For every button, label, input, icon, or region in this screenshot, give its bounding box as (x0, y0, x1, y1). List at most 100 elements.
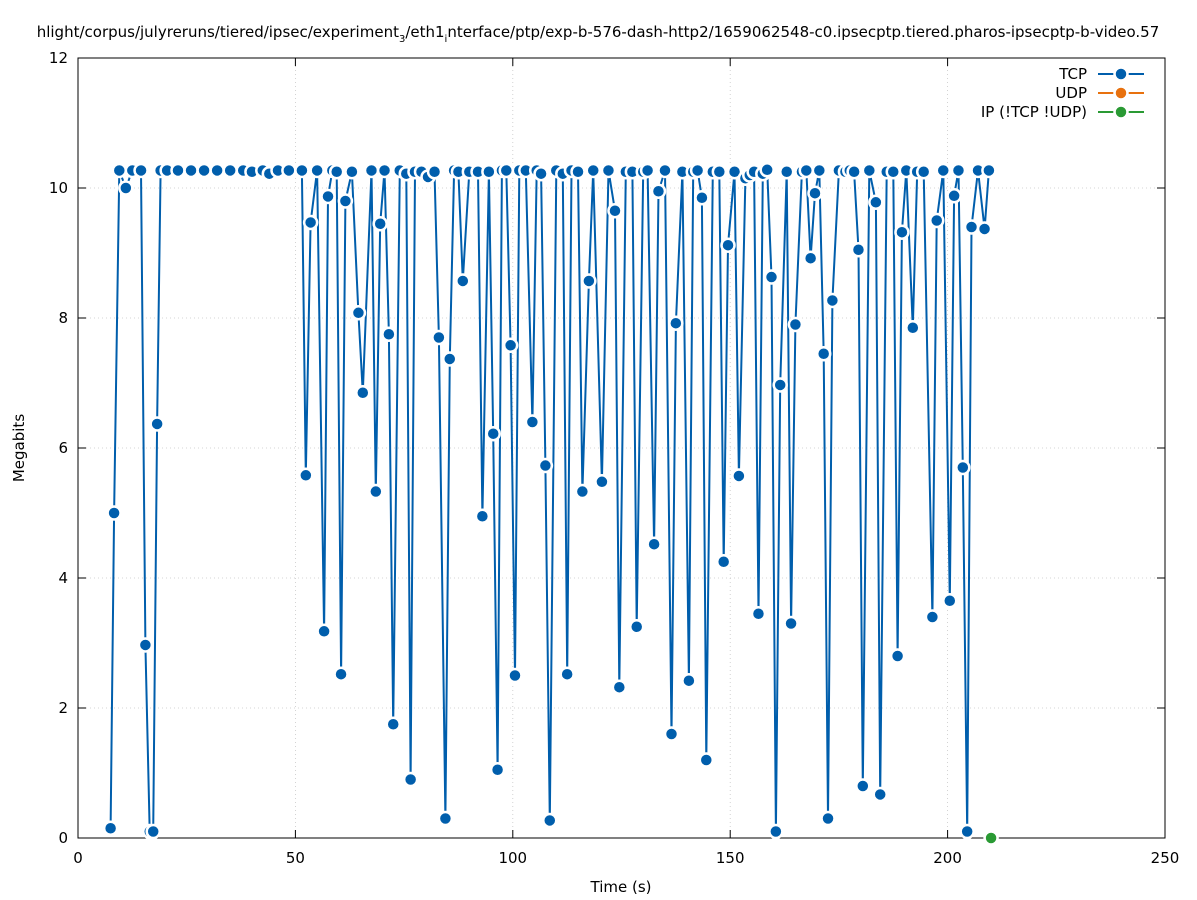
plot-area (102, 162, 999, 846)
data-point (607, 203, 623, 219)
data-point (442, 351, 458, 367)
data-point (137, 637, 154, 653)
data-point (694, 190, 710, 206)
data-point (498, 162, 515, 179)
data-point (981, 162, 997, 179)
data-point (811, 162, 828, 179)
data-point (385, 716, 401, 732)
data-point (657, 162, 673, 179)
data-point (574, 483, 591, 500)
data-point (850, 242, 867, 258)
data-point (905, 320, 921, 336)
data-point (537, 457, 554, 474)
data-point (118, 180, 134, 196)
data-point (668, 315, 684, 331)
data-point (368, 483, 384, 500)
data-point (402, 771, 419, 788)
data-point (431, 329, 447, 346)
data-point (646, 536, 662, 552)
data-point (222, 162, 238, 179)
data-point (309, 162, 325, 179)
data-point (106, 505, 122, 521)
data-point (570, 164, 586, 180)
data-point (778, 164, 795, 180)
x-axis-title: Time (s) (590, 878, 652, 896)
y-tick-label: 8 (58, 309, 68, 327)
data-point (611, 679, 628, 695)
y-tick-label: 12 (49, 49, 68, 67)
data-point (145, 823, 161, 840)
x-tick-label: 50 (286, 849, 305, 867)
legend-label: IP (!TCP !UDP) (981, 103, 1087, 121)
data-point (783, 615, 799, 632)
data-point (149, 416, 165, 432)
data-point (889, 648, 906, 664)
x-tick-label: 200 (933, 849, 962, 867)
data-point (337, 193, 354, 209)
data-point (350, 305, 367, 321)
y-tick-label: 0 (58, 829, 68, 847)
data-point (376, 162, 393, 179)
x-tick-label: 250 (1151, 849, 1180, 867)
data-point (485, 425, 501, 442)
data-point (281, 162, 297, 179)
data-point (372, 216, 388, 232)
data-point (298, 467, 314, 484)
data-point (294, 162, 310, 179)
data-point (963, 219, 980, 235)
data-point (502, 337, 519, 354)
data-point (861, 162, 878, 179)
y-tick-label: 6 (58, 439, 68, 457)
data-point (455, 273, 471, 289)
data-point (381, 326, 397, 342)
data-point (824, 292, 841, 309)
x-tick-label: 150 (716, 849, 745, 867)
data-point (955, 459, 971, 476)
data-point (928, 212, 945, 229)
data-point (355, 385, 371, 401)
data-point (802, 250, 819, 266)
data-point (894, 224, 910, 240)
data-point (959, 823, 975, 840)
legend-label: UDP (1055, 84, 1087, 102)
data-point (133, 162, 149, 179)
legend-swatch-marker (1113, 104, 1129, 120)
data-point (715, 554, 732, 570)
chart-title: hlight/corpus/julyreruns/tiered/ipsec/ex… (37, 23, 1160, 45)
data-point (639, 162, 656, 179)
y-tick-label: 10 (49, 179, 68, 197)
data-point (302, 214, 319, 231)
data-point (196, 162, 212, 179)
data-point (328, 164, 345, 180)
data-point (885, 164, 901, 180)
legend-swatch-marker (1113, 85, 1129, 101)
data-point (507, 667, 523, 684)
data-point (183, 162, 199, 179)
data-point (924, 609, 941, 625)
data-point (768, 823, 784, 840)
data-point (950, 162, 967, 179)
y-tick-label: 2 (58, 699, 68, 717)
x-tick-label: 0 (73, 849, 83, 867)
data-point (524, 414, 541, 430)
data-point (594, 474, 610, 490)
data-point (787, 316, 804, 333)
data-point (111, 162, 128, 179)
legend-swatch-marker (1113, 66, 1129, 82)
data-point (320, 188, 336, 205)
data-point (663, 726, 680, 742)
data-point (798, 162, 815, 179)
data-point (170, 162, 186, 179)
data-point (872, 786, 888, 803)
data-point (846, 164, 862, 180)
data-point (600, 162, 617, 179)
axes: 0 50 100 150 200 250 0 2 4 6 8 10 12 (49, 49, 1179, 867)
data-point (946, 188, 962, 204)
data-point (750, 606, 767, 622)
data-point (731, 468, 747, 484)
data-point (820, 810, 836, 827)
data-point (726, 164, 743, 180)
data-point (559, 666, 575, 682)
data-point (689, 162, 706, 179)
